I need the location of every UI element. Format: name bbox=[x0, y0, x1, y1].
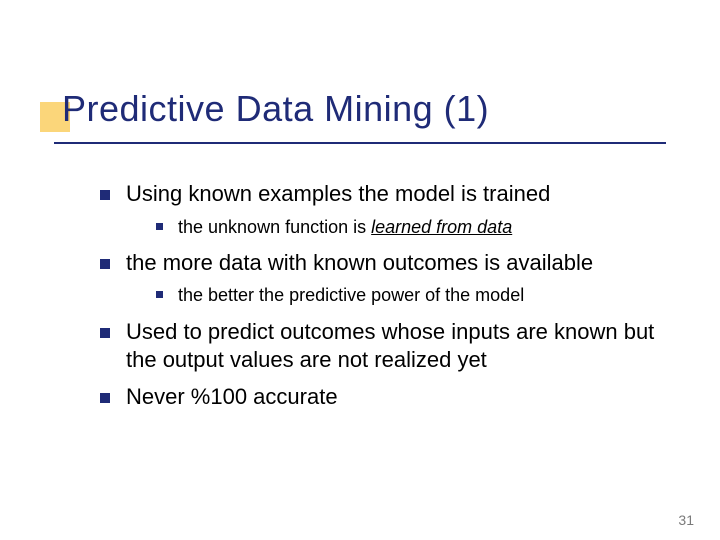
bullet-item: Using known examples the model is traine… bbox=[100, 180, 660, 239]
slide: Predictive Data Mining (1) Using known e… bbox=[0, 0, 720, 540]
sub-bullet-item: the unknown function is learned from dat… bbox=[156, 215, 660, 239]
slide-title: Predictive Data Mining (1) bbox=[62, 88, 489, 130]
slide-body: Using known examples the model is traine… bbox=[100, 180, 660, 420]
bullet-item: the more data with known outcomes is ava… bbox=[100, 249, 660, 308]
bullet-text: the more data with known outcomes is ava… bbox=[126, 250, 593, 275]
sub-bullet-prefix: the unknown function is bbox=[178, 217, 371, 237]
bullet-item: Used to predict outcomes whose inputs ar… bbox=[100, 318, 660, 375]
sub-bullet-emphasis: learned from data bbox=[371, 217, 512, 237]
bullet-text: Used to predict outcomes whose inputs ar… bbox=[126, 319, 654, 373]
sub-bullet-prefix: the better the predictive power of the m… bbox=[178, 285, 524, 305]
sub-bullet-item: the better the predictive power of the m… bbox=[156, 283, 660, 307]
bullet-text: Using known examples the model is traine… bbox=[126, 181, 550, 206]
page-number: 31 bbox=[678, 512, 694, 528]
bullet-text: Never %100 accurate bbox=[126, 384, 338, 409]
title-underline bbox=[54, 142, 666, 144]
bullet-item: Never %100 accurate bbox=[100, 383, 660, 412]
